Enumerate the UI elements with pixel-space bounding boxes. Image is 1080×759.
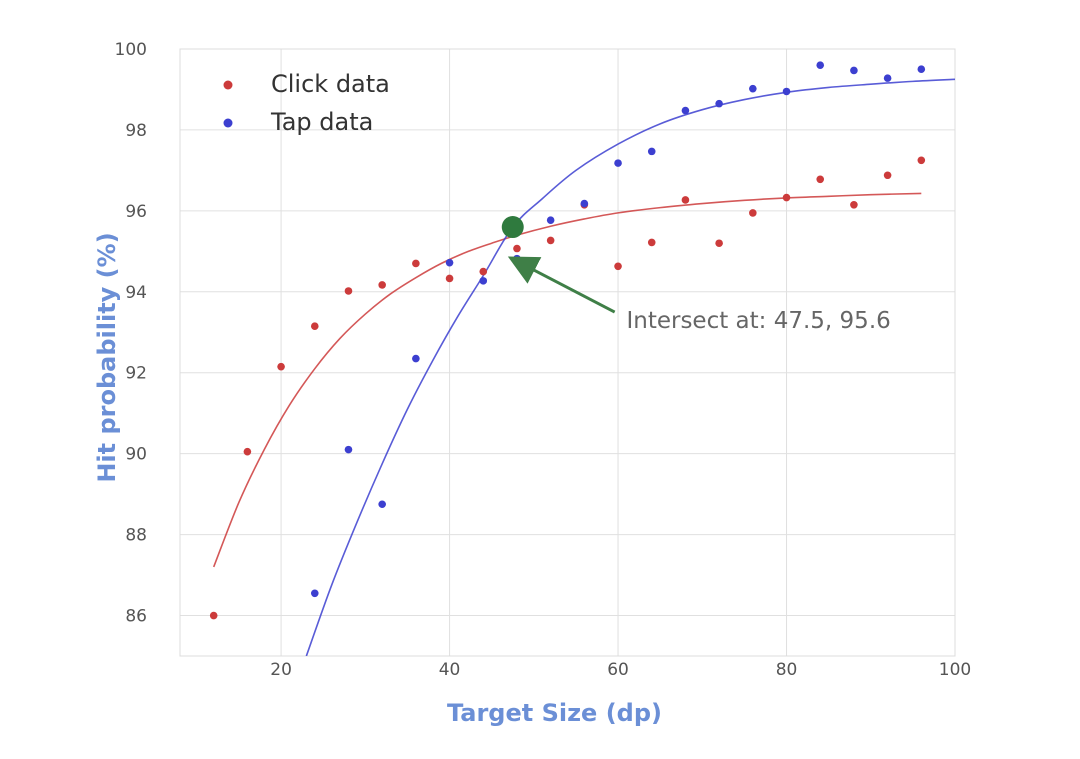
x-tick-label: 100 [939,660,971,680]
tap-data-point [412,354,420,363]
x-tick-label: 60 [607,660,629,680]
intersect-arrow [507,256,616,314]
x-tick-label: 80 [776,660,798,680]
tap-data-point [344,445,353,454]
annotation-layer: Intersect at: 47.5, 95.6 [501,216,891,334]
legend-label-tap: Tap data [270,108,373,136]
y-tick-label: 86 [125,607,147,627]
click-data-point [209,611,218,620]
y-tick-label: 88 [125,526,147,546]
tap-data-point [479,277,488,285]
data-points [209,61,926,620]
x-axis-title: Target Size (dp) [447,699,662,727]
click-data-point [917,156,926,165]
click-data-point [883,171,892,180]
click-data-point [749,209,757,217]
fit-curve-click [212,192,922,568]
tap-data-point [715,99,723,108]
grid-lines [180,48,956,656]
y-tick-label: 90 [125,445,147,465]
y-tick-label: 98 [125,121,147,141]
click-data-point [344,287,353,295]
tap-data-point [647,147,656,156]
tap-data-point [378,500,386,509]
tap-data-point [681,106,690,115]
click-data-point [782,193,791,202]
click-data-point [243,447,252,456]
y-tick-label: 92 [125,364,147,384]
fit-curves [212,78,955,656]
legend-marker-tap [223,118,233,128]
tap-data-point [749,84,757,93]
click-data-point [647,238,656,247]
tap-data-point [513,254,521,263]
legend: Click data Tap data [223,70,390,136]
click-data-point [310,322,319,330]
intersection-marker [501,216,524,239]
y-tick-label: 96 [125,202,147,222]
click-data-point [715,239,723,248]
plot-frame [179,48,956,657]
click-data-point [681,196,690,204]
click-data-point [479,267,488,276]
intersect-annotation: Intersect at: 47.5, 95.6 [626,308,890,334]
click-data-point [277,362,285,371]
click-data-point [816,175,825,184]
legend-marker-click [223,80,233,90]
tap-data-point [850,66,858,75]
click-data-point [412,259,420,268]
axis-ticks: 20 40 60 80 100 86 88 90 92 94 96 98 100 [115,40,972,680]
legend-label-click: Click data [271,70,390,98]
tap-data-point [445,258,454,267]
tap-data-point [310,589,319,598]
tap-data-point [883,74,892,82]
tap-data-point [917,65,926,74]
x-tick-label: 20 [270,660,292,680]
y-tick-label: 94 [125,283,147,303]
y-axis-title: Hit probability (%) [93,232,121,482]
tap-data-point [782,87,791,96]
click-data-point [445,274,454,283]
click-data-point [513,244,521,253]
x-tick-label: 40 [439,660,461,680]
y-tick-label: 100 [115,40,147,60]
click-data-point [850,200,858,209]
click-data-point [546,236,555,245]
tap-data-point [580,199,589,208]
fit-curve-tap [305,78,955,656]
click-data-point [614,262,622,271]
tap-data-point [614,159,622,167]
tap-data-point [816,61,825,69]
tap-data-point [546,216,555,224]
click-data-point [378,281,386,289]
